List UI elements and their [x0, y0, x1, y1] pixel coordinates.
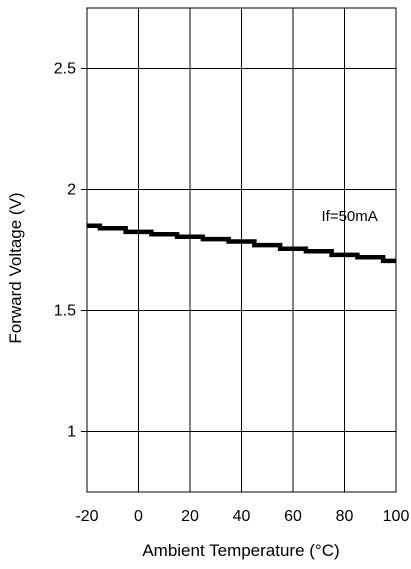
y-axis-label: Forward Voltage (V): [6, 192, 25, 343]
x-tick-label: 60: [284, 508, 302, 525]
series-line: [87, 223, 396, 264]
x-tick-label: 100: [383, 508, 410, 525]
tick-layer: -20 0 20 40 60 80 100 1 1.5 2 2.5: [54, 61, 410, 526]
y-tick-label: 1.5: [54, 303, 76, 320]
y-tick-label: 1: [67, 424, 76, 441]
x-axis-label: Ambient Temperature (°C): [142, 541, 339, 560]
annotation-layer: If=50mA: [322, 208, 378, 225]
x-tick-label: 80: [336, 508, 354, 525]
x-tick-label: 20: [181, 508, 199, 525]
x-tick-label: -20: [75, 508, 98, 525]
grid-layer: [81, 7, 397, 493]
series-annotation: If=50mA: [322, 208, 378, 225]
x-tick-label: 40: [233, 508, 251, 525]
y-tick-label: 2: [67, 182, 76, 199]
series-layer: [87, 223, 396, 264]
y-tick-label: 2.5: [54, 61, 76, 78]
x-tick-label: 0: [134, 508, 143, 525]
label-layer: Ambient Temperature (°C) Forward Voltage…: [6, 192, 340, 560]
